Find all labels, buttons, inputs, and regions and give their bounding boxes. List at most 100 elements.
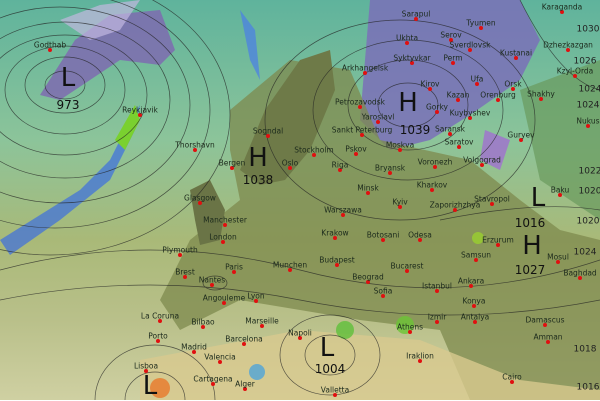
city-label: Krakow — [321, 228, 349, 238]
city-marker — [410, 61, 414, 65]
city-marker — [232, 270, 236, 274]
city-marker — [333, 393, 337, 397]
city-label: Kirov — [420, 79, 440, 89]
city-marker — [242, 342, 246, 346]
city-marker — [453, 208, 457, 212]
high-pressure-marker: H — [398, 88, 418, 118]
pressure-value: 973 — [56, 98, 80, 112]
isobar-label: 1016 — [576, 382, 600, 393]
city-marker — [211, 382, 215, 386]
city-label: Valletta — [320, 385, 350, 395]
city-label: Brest — [175, 267, 195, 277]
city-marker — [178, 253, 182, 257]
isobar-label: 1030 — [576, 24, 600, 35]
city-marker — [556, 260, 560, 264]
city-marker — [366, 280, 370, 284]
city-marker — [298, 336, 302, 340]
city-marker — [198, 201, 202, 205]
city-label: Munchen — [272, 260, 308, 270]
city-label: Kharkov — [416, 180, 448, 190]
city-marker — [510, 380, 514, 384]
city-label: Serov — [440, 30, 462, 40]
city-label: Bryansk — [374, 163, 406, 173]
city-label: Kyiv — [392, 197, 408, 207]
city-marker — [243, 387, 247, 391]
city-label: Saratov — [444, 137, 474, 147]
city-label: Budapest — [319, 255, 355, 265]
city-label: Beograd — [352, 272, 384, 282]
city-label: Amman — [533, 332, 563, 342]
city-marker — [381, 238, 385, 242]
isobar-label: 1024 — [576, 100, 600, 111]
city-marker — [469, 284, 473, 288]
city-label: Riga — [331, 160, 349, 170]
city-label: Sofia — [373, 286, 393, 296]
city-marker — [558, 193, 562, 197]
city-marker — [398, 205, 402, 209]
city-label: Porto — [148, 331, 168, 341]
city-marker — [418, 359, 422, 363]
city-label: Athens — [397, 322, 423, 332]
city-marker — [543, 323, 547, 327]
city-marker — [511, 87, 515, 91]
city-marker — [288, 268, 292, 272]
city-label: Tyumen — [466, 18, 496, 28]
city-label: Cartagena — [193, 374, 233, 384]
city-label: Warszawa — [324, 205, 362, 215]
city-label: Karaganda — [541, 2, 583, 12]
city-label: Alger — [235, 379, 255, 389]
city-label: Shakhy — [527, 89, 555, 99]
pressure-value: 1038 — [242, 173, 274, 187]
city-marker — [473, 320, 477, 324]
city-label: Sankt Peterburg — [331, 125, 393, 135]
pressure-value: 1027 — [514, 263, 546, 277]
city-label: Volgograd — [463, 155, 501, 165]
city-label: Baghdad — [563, 268, 597, 278]
city-marker — [457, 145, 461, 149]
isobar-label: 1026 — [573, 56, 597, 67]
city-marker — [496, 98, 500, 102]
city-marker — [586, 124, 590, 128]
city-marker — [381, 294, 385, 298]
city-label: Plymouth — [162, 245, 198, 255]
city-marker — [496, 243, 500, 247]
city-marker — [341, 213, 345, 217]
city-marker — [230, 166, 234, 170]
low-pressure-marker: L — [60, 63, 76, 93]
city-label: Zaporizhzhya — [429, 200, 481, 210]
city-marker — [366, 191, 370, 195]
city-marker — [201, 325, 205, 329]
city-marker — [398, 148, 402, 152]
city-marker — [221, 240, 225, 244]
city-marker — [435, 320, 439, 324]
city-marker — [472, 304, 476, 308]
city-marker — [560, 10, 564, 14]
low-pressure-marker: L — [142, 371, 158, 401]
city-marker — [405, 41, 409, 45]
city-marker — [158, 319, 162, 323]
city-marker — [360, 133, 364, 137]
city-label: Yaroslavl — [361, 112, 395, 122]
city-marker — [338, 168, 342, 172]
city-marker — [435, 289, 439, 293]
city-label: Gorky — [426, 102, 448, 112]
city-marker — [358, 105, 362, 109]
city-label: Saransk — [434, 124, 466, 134]
city-label: Lyon — [247, 291, 265, 301]
city-label: Istanbul — [421, 281, 453, 291]
city-label: Godthab — [33, 40, 67, 50]
city-label: Nukus — [576, 116, 600, 126]
city-marker — [288, 166, 292, 170]
city-marker — [573, 74, 577, 78]
city-label: Arkhangelsk — [341, 63, 389, 73]
city-label: Reykjavik — [122, 105, 158, 115]
city-marker — [260, 324, 264, 328]
city-marker — [192, 350, 196, 354]
city-label: Stavropol — [474, 194, 510, 204]
city-marker — [468, 48, 472, 52]
city-marker — [333, 236, 337, 240]
city-label: Minsk — [357, 183, 379, 193]
city-label: Napoli — [288, 328, 312, 338]
city-marker — [388, 171, 392, 175]
